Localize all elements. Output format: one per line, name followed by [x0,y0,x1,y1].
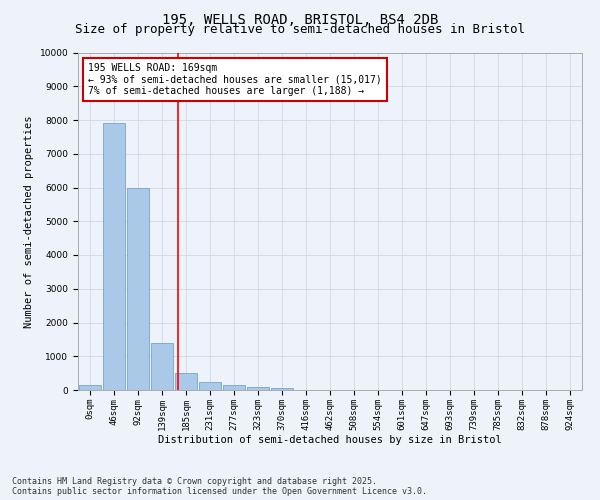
Text: 195 WELLS ROAD: 169sqm
← 93% of semi-detached houses are smaller (15,017)
7% of : 195 WELLS ROAD: 169sqm ← 93% of semi-det… [88,62,382,96]
Bar [103,124,125,390]
Text: Contains HM Land Registry data © Crown copyright and database right 2025.
Contai: Contains HM Land Registry data © Crown c… [12,476,427,496]
Bar [199,382,221,390]
Bar [79,385,101,390]
Bar [247,386,269,390]
Bar [127,188,149,390]
Bar [271,388,293,390]
Y-axis label: Number of semi-detached properties: Number of semi-detached properties [24,115,34,328]
X-axis label: Distribution of semi-detached houses by size in Bristol: Distribution of semi-detached houses by … [158,436,502,446]
Bar [151,343,173,390]
Text: Size of property relative to semi-detached houses in Bristol: Size of property relative to semi-detach… [75,22,525,36]
Bar [175,373,197,390]
Bar [223,385,245,390]
Text: 195, WELLS ROAD, BRISTOL, BS4 2DB: 195, WELLS ROAD, BRISTOL, BS4 2DB [162,12,438,26]
